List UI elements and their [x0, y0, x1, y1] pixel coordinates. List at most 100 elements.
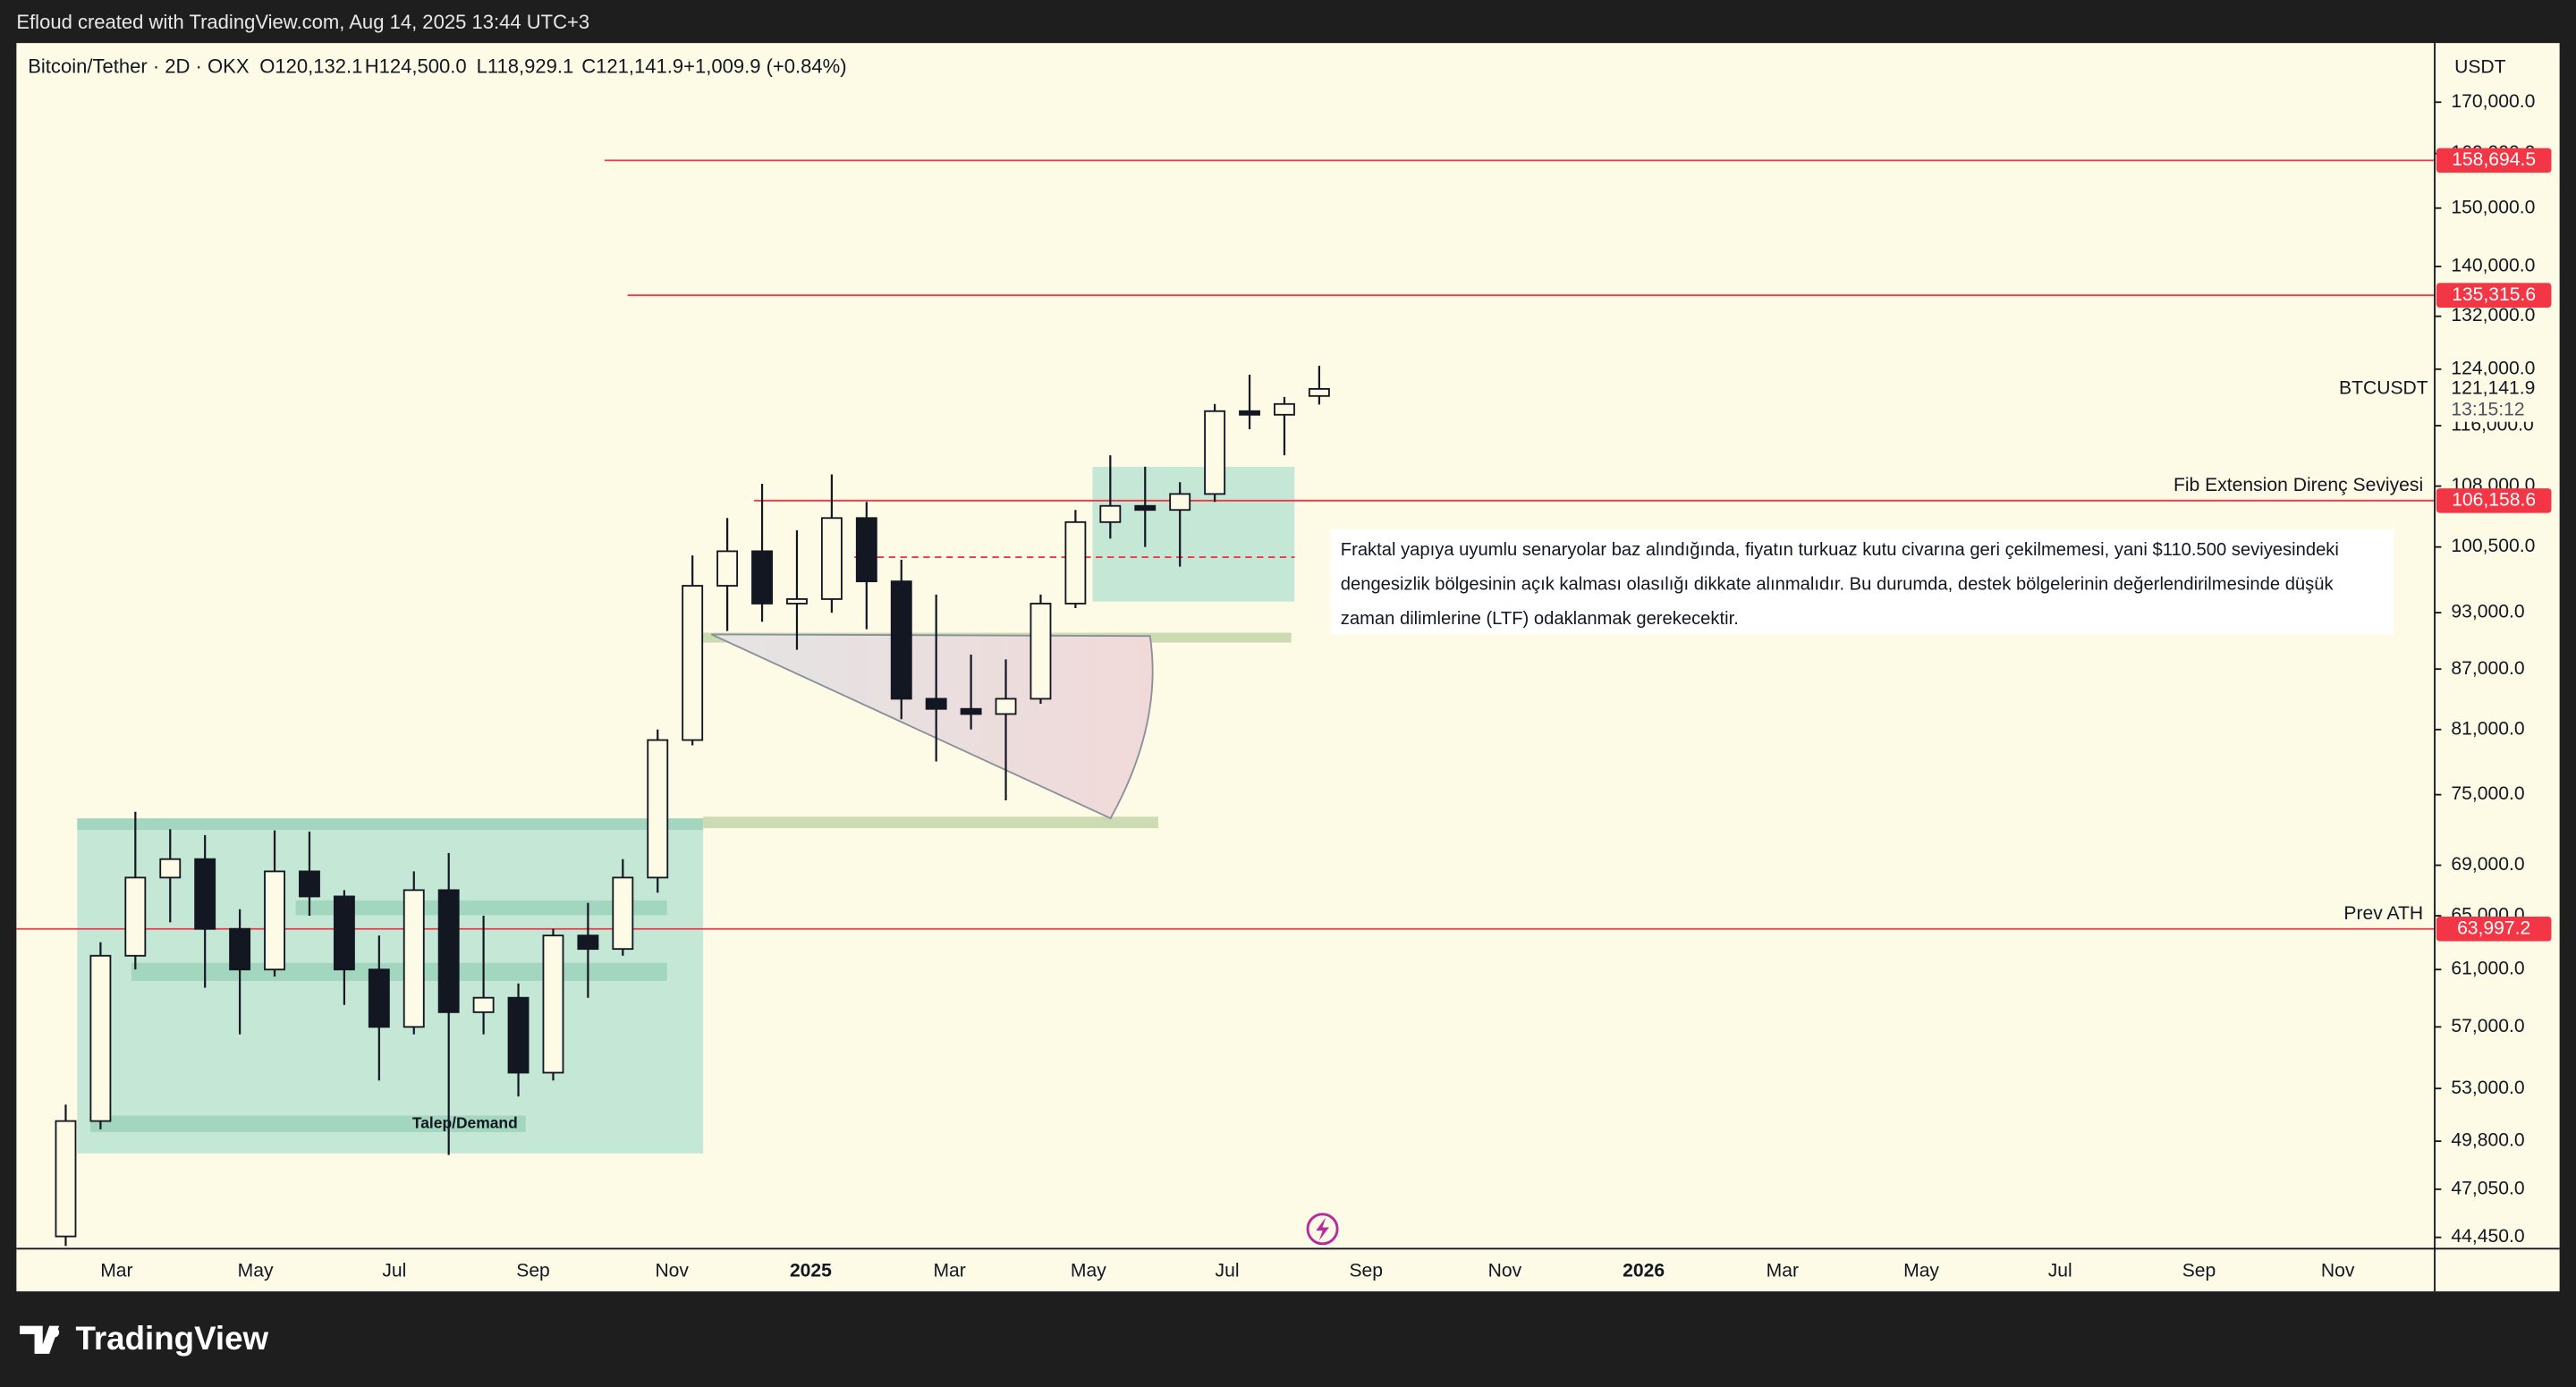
candle-body	[194, 858, 216, 930]
zone-label: Talep/Demand	[412, 1113, 518, 1131]
candle-body	[820, 517, 843, 600]
y-tick-label: 47,050.0	[2451, 1178, 2524, 1198]
last-price-tag	[2436, 376, 2552, 422]
y-tick-label: 124,000.0	[2451, 358, 2535, 378]
header-item: Bitcoin/Tether · 2D · OKX	[28, 55, 250, 78]
zone-band	[77, 818, 704, 830]
candle-body	[542, 935, 564, 1074]
y-tick-label: 93,000.0	[2451, 602, 2524, 622]
time-axis: Mar May Jul Sep Nov 2025 Mar May Jul Sep Nov 2026 Ma…	[100, 1261, 2355, 1281]
candle-body	[1308, 387, 1330, 397]
candle-body	[1204, 410, 1226, 495]
candle-body	[1274, 402, 1295, 416]
x-tick-label: Mar	[1767, 1261, 1799, 1281]
countdown: 13:15:12	[2451, 399, 2524, 419]
candle-body	[55, 1120, 77, 1238]
brand-logo	[20, 1325, 60, 1354]
level-tag-label: 63,997.2	[2457, 918, 2530, 938]
header-item: +1,009.9 (+0.84%)	[683, 55, 847, 78]
level-tag	[2436, 148, 2552, 173]
candle-body	[995, 698, 1017, 715]
note-line: zaman dilimlerine (LTF) odaklanmak gerek…	[1341, 609, 1739, 629]
candle-body	[159, 858, 182, 879]
x-tick-label: 2026	[1623, 1261, 1665, 1281]
candle-body	[1169, 493, 1191, 512]
candle-body	[333, 895, 355, 971]
y-tick-label: 150,000.0	[2451, 197, 2535, 217]
candle-body	[751, 550, 773, 605]
alert-icon[interactable]	[1306, 1213, 1339, 1246]
candle-body	[437, 889, 460, 1013]
y-tick-label: 140,000.0	[2451, 256, 2535, 276]
x-tick-label: Nov	[2321, 1261, 2355, 1281]
y-tick-label: 100,500.0	[2451, 536, 2535, 556]
x-tick-label: Jul	[382, 1261, 406, 1281]
note-box	[1330, 529, 2394, 635]
x-tick-label: May	[1071, 1261, 1106, 1281]
level-tag	[2436, 283, 2552, 308]
header-item: O120,132.1	[259, 55, 362, 78]
watermark: Efloud created with TradingView.com, Aug…	[16, 11, 589, 33]
level-tag-label: 135,315.6	[2452, 284, 2536, 305]
zone-band	[131, 962, 667, 981]
demand-zone	[77, 819, 704, 1154]
x-tick-label: Sep	[516, 1261, 550, 1281]
x-tick-label: May	[238, 1261, 274, 1281]
candle-body	[229, 927, 251, 971]
x-tick-label: Mar	[933, 1261, 965, 1281]
x-tick-label: 2025	[790, 1261, 832, 1281]
candle-body	[299, 870, 320, 898]
level-text: Prev ATH	[2343, 903, 2423, 924]
y-tick-label: 170,000.0	[2451, 91, 2535, 112]
candle-body	[855, 517, 877, 583]
y-tick-label: 57,000.0	[2451, 1016, 2524, 1036]
y-tick-label: 81,000.0	[2451, 718, 2524, 739]
y-tick-label: 69,000.0	[2451, 854, 2524, 875]
candle-body	[577, 935, 599, 951]
y-tick-label: 87,000.0	[2451, 658, 2524, 679]
level-tag	[2436, 916, 2552, 942]
header-item: L118,929.1	[477, 55, 574, 78]
candle-body	[890, 580, 912, 700]
x-tick-label: Nov	[1488, 1261, 1522, 1281]
level-tag	[2436, 488, 2552, 513]
header: Bitcoin/Tether · 2D · OKX O120,132.1 H124,…	[28, 55, 846, 78]
brand: TradingView	[75, 1320, 268, 1357]
candle-body	[368, 968, 390, 1028]
note-line: dengesizlik bölgesinin açık kalması olas…	[1341, 575, 2334, 595]
x-tick-label: Jul	[2048, 1261, 2072, 1281]
imbalance-zone	[1092, 467, 1295, 602]
candle-body	[264, 870, 285, 971]
y-tick-label: 75,000.0	[2451, 783, 2524, 804]
x-tick-label: Sep	[1349, 1261, 1383, 1281]
candles	[55, 366, 1330, 1247]
candle-body	[1134, 504, 1157, 512]
zone-band	[703, 816, 1158, 829]
candle-body	[1064, 520, 1087, 605]
level-tag-label: 158,694.5	[2452, 149, 2536, 170]
y-tick-label: 132,000.0	[2451, 305, 2535, 326]
note: Fraktal yapıya uyumlu senaryolar baz alı…	[1341, 540, 2339, 629]
y-tick-label: 49,800.0	[2451, 1130, 2524, 1151]
header-item: H124,500.0	[365, 55, 467, 78]
brand-logo-dot	[49, 1327, 60, 1338]
candle-body	[1099, 504, 1122, 523]
candle-body	[925, 698, 947, 710]
x-tick-label: Mar	[100, 1261, 132, 1281]
y-tick-label: 53,000.0	[2451, 1078, 2524, 1098]
x-tick-label: Nov	[655, 1261, 689, 1281]
currency: USDT	[2454, 56, 2506, 77]
alert-bolt	[1316, 1217, 1329, 1241]
last-price-label: 121,141.9	[2451, 377, 2535, 398]
x-tick-label: Sep	[2182, 1261, 2216, 1281]
candle-body	[682, 585, 704, 741]
y-tick-label: 44,450.0	[2451, 1226, 2524, 1247]
level-text: Fib Extension Direnç Seviyesi	[2174, 475, 2423, 495]
x-tick-label: May	[1903, 1261, 1939, 1281]
candle-body	[89, 954, 112, 1122]
zone-band	[90, 1115, 526, 1132]
candle-body	[472, 996, 495, 1013]
candle-body	[124, 876, 147, 957]
